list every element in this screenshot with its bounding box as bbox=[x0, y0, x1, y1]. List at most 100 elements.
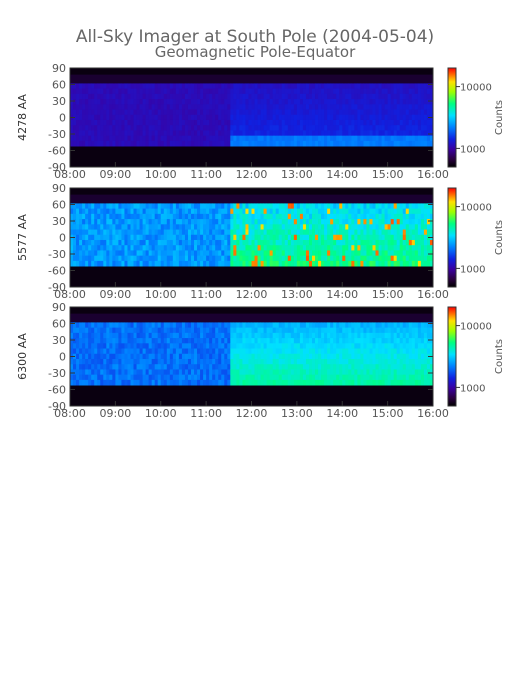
heatmap-cell bbox=[287, 88, 292, 95]
heatmap-cell bbox=[124, 213, 128, 220]
heatmap-cell bbox=[318, 208, 322, 215]
heatmap-cell bbox=[178, 104, 183, 110]
heatmap-cell bbox=[70, 224, 74, 230]
heatmap-cell bbox=[324, 338, 328, 344]
heatmap-cell bbox=[73, 343, 77, 349]
heatmap-cell bbox=[175, 260, 180, 267]
heatmap-cell bbox=[233, 208, 237, 215]
heatmap-cell bbox=[76, 364, 80, 370]
heatmap-cell bbox=[233, 374, 237, 381]
heatmap-cell bbox=[115, 125, 119, 131]
heatmap-cell bbox=[118, 322, 122, 329]
y-tick-label: 90 bbox=[52, 301, 66, 314]
heatmap-cell bbox=[230, 255, 234, 262]
heatmap-cell bbox=[336, 234, 340, 241]
heatmap-cell bbox=[393, 130, 398, 137]
heatmap-cell bbox=[318, 348, 322, 355]
heatmap-cell bbox=[378, 130, 382, 137]
heatmap-cell bbox=[366, 109, 370, 116]
heatmap-cell bbox=[206, 250, 210, 257]
heatmap-cell bbox=[287, 245, 292, 251]
heatmap-cell bbox=[369, 140, 373, 147]
heatmap-cell bbox=[393, 93, 398, 100]
heatmap-cell bbox=[342, 250, 346, 257]
x-tick-label: 08:00 bbox=[54, 288, 86, 301]
heatmap-cell bbox=[426, 109, 431, 116]
heatmap-cell bbox=[417, 99, 422, 105]
heatmap-cell bbox=[312, 239, 316, 246]
heatmap-cell bbox=[278, 203, 283, 210]
heatmap-cell bbox=[417, 130, 422, 137]
heatmap-cell bbox=[224, 369, 228, 376]
heatmap-cell bbox=[305, 213, 310, 220]
heatmap-cell bbox=[275, 255, 280, 262]
heatmap-cell bbox=[136, 208, 140, 215]
heatmap-cell bbox=[163, 109, 168, 116]
heatmap-cell bbox=[221, 213, 225, 220]
heatmap-cell bbox=[396, 130, 401, 137]
heatmap-cell bbox=[263, 219, 268, 225]
heatmap-cell bbox=[260, 229, 264, 236]
heatmap-cell bbox=[372, 88, 376, 95]
heatmap-cell bbox=[336, 379, 340, 386]
heatmap-cell bbox=[387, 114, 392, 121]
heatmap-cell bbox=[175, 203, 180, 210]
heatmap-cell bbox=[206, 369, 210, 376]
heatmap-cell bbox=[396, 343, 401, 349]
heatmap-cell bbox=[224, 348, 228, 355]
heatmap-cell bbox=[127, 109, 131, 116]
heatmap-cell bbox=[299, 348, 304, 355]
heatmap-cell bbox=[390, 245, 395, 251]
colorbar-label: Counts bbox=[494, 100, 505, 135]
heatmap-cell bbox=[178, 135, 183, 142]
heatmap-cell bbox=[127, 119, 131, 126]
heatmap-cell bbox=[115, 374, 119, 381]
heatmap-cell bbox=[103, 348, 107, 355]
heatmap-cell bbox=[88, 224, 92, 230]
heatmap-cell bbox=[115, 130, 119, 137]
heatmap-cell bbox=[215, 125, 219, 131]
heatmap-cell bbox=[257, 88, 261, 95]
heatmap-cell bbox=[302, 348, 307, 355]
heatmap-cell bbox=[315, 327, 319, 334]
heatmap-cell bbox=[302, 327, 307, 334]
heatmap-cell bbox=[251, 338, 255, 344]
heatmap-cell bbox=[429, 93, 434, 100]
heatmap-cell bbox=[181, 343, 186, 349]
heatmap-cell bbox=[154, 224, 159, 230]
heatmap-cell bbox=[172, 114, 177, 121]
heatmap-cell bbox=[251, 104, 255, 110]
heatmap-cell bbox=[157, 119, 162, 126]
heatmap-cell bbox=[257, 332, 261, 339]
heatmap-cell bbox=[333, 109, 337, 116]
heatmap-cell bbox=[390, 99, 395, 105]
heatmap-cell bbox=[333, 140, 337, 147]
heatmap-cell bbox=[369, 213, 373, 220]
heatmap-cell bbox=[200, 219, 204, 225]
heatmap-cell bbox=[139, 353, 143, 360]
heatmap-cell bbox=[345, 327, 349, 334]
heatmap-cell bbox=[308, 353, 313, 360]
heatmap-cell bbox=[184, 260, 189, 267]
heatmap-cell bbox=[181, 88, 186, 95]
heatmap-cell bbox=[212, 88, 216, 95]
heatmap-cell bbox=[82, 119, 86, 126]
heatmap-cell bbox=[197, 255, 201, 262]
heatmap-cell bbox=[148, 322, 153, 329]
heatmap-cell bbox=[302, 125, 307, 131]
heatmap-cell bbox=[91, 353, 95, 360]
heatmap-cell bbox=[327, 239, 331, 246]
heatmap-cell bbox=[106, 338, 110, 344]
heatmap-cell bbox=[197, 348, 201, 355]
heatmap-cell bbox=[157, 338, 162, 344]
heatmap-cell bbox=[142, 104, 147, 110]
x-tick-label: 13:00 bbox=[281, 407, 313, 420]
heatmap-cell bbox=[336, 250, 340, 257]
heatmap-cell bbox=[375, 379, 379, 386]
heatmap-cell bbox=[200, 338, 204, 344]
heatmap-cell bbox=[94, 353, 98, 360]
heatmap-cell bbox=[360, 224, 364, 230]
heatmap-cell bbox=[296, 99, 301, 105]
heatmap-cell bbox=[378, 208, 382, 215]
heatmap-cell bbox=[245, 260, 249, 267]
